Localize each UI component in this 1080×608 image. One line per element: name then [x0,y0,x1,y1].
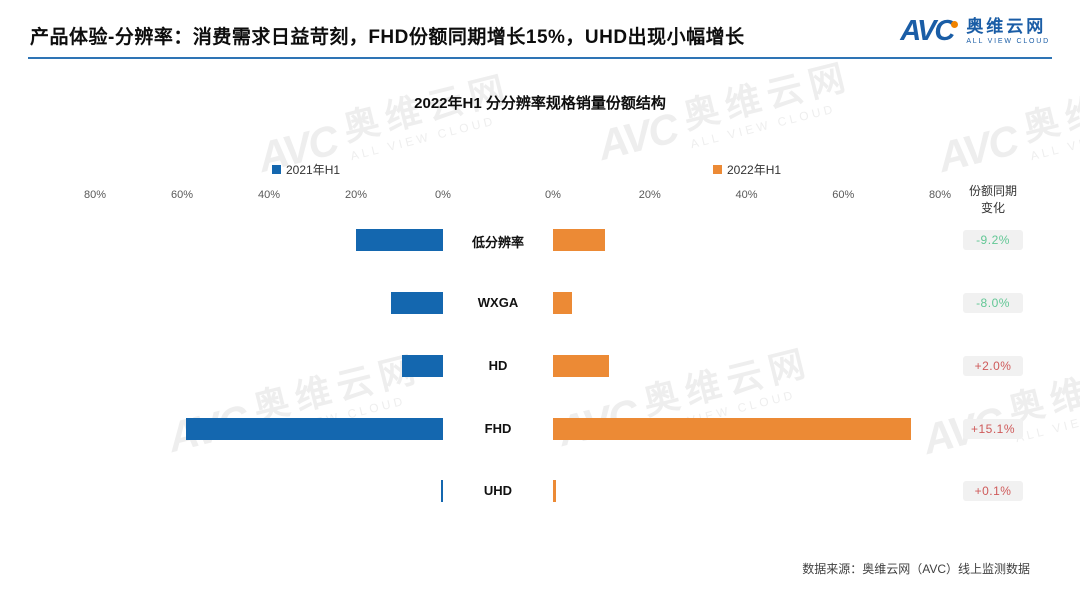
change-badge-FHD: +15.1% [963,419,1023,439]
category-label-FHD: FHD [484,421,512,436]
axis-tick-right-0%: 0% [545,189,561,201]
bar-2021-低分辨率 [356,229,443,251]
legend-item-2022: 2022年H1 [713,161,781,178]
bar-2021-HD [401,355,443,377]
bar-2022-低分辨率 [553,229,606,251]
axis-tick-left-80%: 80% [83,189,107,201]
page-title: 产品体验-分辨率：消费需求日益苛刻，FHD份额同期增长15%，UHD出现小幅增长 [30,27,745,48]
header-rule [28,57,1052,59]
legend-swatch-2021 [272,165,281,174]
legend-swatch-2022 [713,165,722,174]
category-label-HD: HD [488,358,508,373]
legend-label-2021: 2021年H1 [286,163,341,177]
category-label-低分辨率: 低分辨率 [471,235,524,250]
change-badge-UHD: +0.1% [963,481,1023,501]
change-badge-低分辨率: -9.2% [963,230,1023,250]
bar-2021-WXGA [390,292,443,314]
axis-tick-left-40%: 40% [257,189,281,201]
category-label-UHD: UHD [483,483,513,498]
change-badge-WXGA: -8.0% [963,293,1023,313]
axis-tick-left-0%: 0% [435,189,451,201]
chart-title: 2022年H1 分分辨率规格销量份额结构 [414,95,666,112]
axis-tick-right-80%: 80% [928,189,952,201]
bar-2021-UHD [440,480,443,502]
avc-logo-dot-icon [951,21,959,28]
bar-2021-FHD [186,418,443,440]
axis-tick-right-60%: 60% [832,189,855,201]
bar-2022-WXGA [553,292,573,314]
axis-tick-right-20%: 20% [638,189,661,201]
bar-2022-HD [553,355,609,377]
bar-2022-UHD [553,480,556,502]
axis-tick-right-40%: 40% [735,189,758,201]
avc-logo-name-en: ALL VIEW CLOUD [966,38,1050,46]
axis-tick-left-20%: 20% [344,189,368,201]
avc-logo: AVC 奥维云网 ALL VIEW CLOUD [900,17,1050,46]
axis-tick-left-60%: 60% [170,189,194,201]
change-column-header: 份额同期变化 [968,184,1017,215]
legend-item-2021: 2021年H1 [272,161,340,178]
bar-2022-FHD [553,418,912,440]
avc-logo-name-cn: 奥维云网 [966,16,1047,36]
avc-logo-text: AVC [900,15,955,47]
category-label-WXGA: WXGA [477,295,519,310]
change-badge-HD: +2.0% [963,356,1023,376]
legend-label-2022: 2022年H1 [727,163,782,177]
data-source-note: 数据来源：奥维云网（AVC）线上监测数据 [802,562,1030,576]
